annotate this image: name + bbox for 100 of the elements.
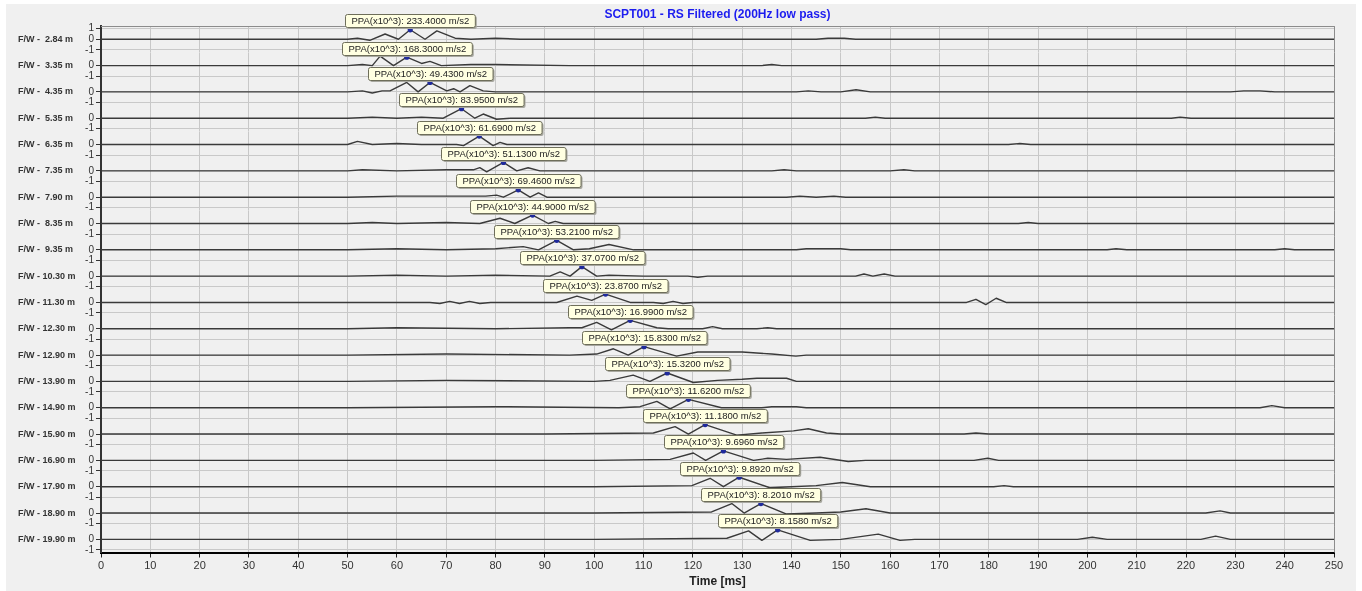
x-tick-label: 150 bbox=[831, 559, 850, 572]
y-axis-title: F/W - 7.90 m bbox=[18, 191, 74, 203]
x-tick-label: 220 bbox=[1176, 559, 1196, 572]
annotation: PPA(x10^3): 8.1580 m/s2 bbox=[724, 515, 832, 527]
y-tick-label: -1 bbox=[85, 175, 95, 187]
x-tick-label: 160 bbox=[880, 559, 900, 572]
x-tick-label: 180 bbox=[979, 559, 998, 572]
y-tick-label: 0 bbox=[88, 85, 95, 97]
y-axis-title: F/W - 8.35 m bbox=[18, 218, 74, 229]
y-axis-title: F/W - 18.90 m bbox=[18, 507, 76, 519]
y-tick-label: -1 bbox=[85, 96, 95, 108]
y-axis-title: F/W - 7.35 m bbox=[18, 165, 74, 177]
annotation: PPA(x10^3): 168.3000 m/s2 bbox=[348, 43, 467, 55]
x-tick-label: 50 bbox=[341, 559, 354, 572]
annotation: PPA(x10^3): 23.8700 m/s2 bbox=[549, 280, 663, 292]
x-tick-label: 170 bbox=[930, 559, 949, 572]
x-tick-label: 70 bbox=[440, 559, 453, 572]
annotation: PPA(x10^3): 51.1300 m/s2 bbox=[447, 148, 561, 160]
y-tick-label: -1 bbox=[85, 254, 95, 266]
x-tick-label: 130 bbox=[732, 559, 752, 572]
y-tick-label: 0 bbox=[88, 33, 95, 45]
y-tick-label: -1 bbox=[85, 280, 95, 292]
x-tick-label: 0 bbox=[97, 559, 105, 572]
x-tick-label: 200 bbox=[1078, 559, 1097, 572]
y-tick-label: 0 bbox=[88, 59, 95, 71]
y-tick-label: 0 bbox=[88, 533, 95, 545]
y-tick-label: 0 bbox=[88, 138, 95, 150]
y-tick-label: -1 bbox=[85, 517, 95, 529]
y-axis-title: F/W - 5.35 m bbox=[18, 112, 74, 124]
y-axis-title: F/W - 14.90 m bbox=[18, 402, 76, 414]
y-tick-label: 0 bbox=[88, 296, 95, 308]
y-tick-label: -1 bbox=[85, 69, 95, 81]
annotation: PPA(x10^3): 15.3200 m/s2 bbox=[611, 358, 725, 370]
y-tick-label: 0 bbox=[88, 164, 95, 176]
y-tick-label: -1 bbox=[85, 359, 95, 371]
y-tick-label: -1 bbox=[85, 438, 95, 450]
y-tick-label: -1 bbox=[85, 412, 95, 424]
annotation: PPA(x10^3): 8.2010 m/s2 bbox=[707, 489, 815, 501]
y-tick-label: 0 bbox=[88, 322, 95, 334]
x-tick-label: 100 bbox=[585, 559, 604, 572]
annotation: PPA(x10^3): 233.4000 m/s2 bbox=[351, 15, 470, 27]
annotation: PPA(x10^3): 11.1800 m/s2 bbox=[649, 410, 762, 422]
y-axis-title: F/W - 15.90 m bbox=[18, 428, 76, 440]
y-tick-label: 0 bbox=[88, 269, 95, 281]
annotation: PPA(x10^3): 44.9000 m/s2 bbox=[476, 201, 590, 213]
y-tick-label: 0 bbox=[88, 217, 95, 229]
y-tick-label: 0 bbox=[88, 480, 95, 492]
annotation: PPA(x10^3): 83.9500 m/s2 bbox=[405, 94, 519, 106]
y-tick-label: 0 bbox=[88, 454, 95, 466]
y-tick-label: 0 bbox=[88, 506, 95, 518]
y-axis-title: F/W - 9.35 m bbox=[18, 244, 74, 256]
annotation: PPA(x10^3): 69.4600 m/s2 bbox=[462, 175, 576, 187]
y-tick-label: -1 bbox=[85, 543, 95, 555]
annotation: PPA(x10^3): 49.4300 m/s2 bbox=[374, 68, 488, 80]
x-tick-label: 190 bbox=[1028, 559, 1048, 572]
x-tick-label: 240 bbox=[1275, 559, 1294, 572]
y-tick-label: -1 bbox=[85, 464, 95, 476]
y-tick-label: 0 bbox=[88, 375, 95, 387]
annotation: PPA(x10^3): 37.0700 m/s2 bbox=[526, 252, 640, 264]
x-axis-title: Time [ms] bbox=[689, 573, 746, 588]
y-axis-title: F/W - 10.30 m bbox=[18, 270, 76, 282]
y-tick-label: -1 bbox=[85, 122, 95, 134]
y-tick-label: -1 bbox=[85, 385, 95, 397]
y-axis-title: F/W - 19.90 m bbox=[18, 533, 76, 545]
y-tick-label: -1 bbox=[85, 227, 95, 239]
y-tick-label: 0 bbox=[88, 427, 95, 439]
x-tick-label: 120 bbox=[683, 559, 703, 572]
y-tick-label: 0 bbox=[88, 111, 95, 123]
annotation: PPA(x10^3): 53.2100 m/s2 bbox=[500, 226, 614, 238]
y-tick-label: -1 bbox=[85, 201, 95, 213]
y-axis-title: F/W - 11.30 m bbox=[18, 296, 76, 308]
y-axis-title: F/W - 2.84 m bbox=[18, 33, 74, 45]
x-tick-label: 250 bbox=[1324, 559, 1344, 572]
y-tick-label: -1 bbox=[85, 490, 95, 502]
x-tick-label: 60 bbox=[390, 559, 404, 572]
y-tick-label: 0 bbox=[88, 190, 95, 202]
x-tick-label: 80 bbox=[489, 559, 502, 572]
annotation: PPA(x10^3): 11.6200 m/s2 bbox=[632, 385, 745, 397]
y-axis-title: F/W - 16.90 m bbox=[18, 454, 76, 466]
annotation: PPA(x10^3): 61.6900 m/s2 bbox=[423, 122, 537, 134]
y-tick-label: 1 bbox=[88, 22, 95, 34]
x-tick-label: 20 bbox=[193, 559, 206, 572]
x-tick-label: 40 bbox=[292, 559, 305, 572]
y-tick-label: -1 bbox=[85, 148, 95, 160]
y-tick-label: -1 bbox=[85, 43, 95, 55]
annotation: PPA(x10^3): 9.8920 m/s2 bbox=[686, 463, 794, 475]
annotation: PPA(x10^3): 9.6960 m/s2 bbox=[670, 436, 778, 448]
y-tick-label: -1 bbox=[85, 306, 95, 318]
y-axis-title: F/W - 13.90 m bbox=[18, 375, 76, 387]
annotation: PPA(x10^3): 16.9900 m/s2 bbox=[574, 306, 688, 318]
x-tick-label: 10 bbox=[144, 559, 157, 572]
y-axis-title: F/W - 12.30 m bbox=[18, 323, 76, 335]
y-axis-title: F/W - 3.35 m bbox=[18, 60, 74, 72]
annotation: PPA(x10^3): 15.8300 m/s2 bbox=[588, 332, 702, 344]
y-tick-label: 0 bbox=[88, 348, 95, 360]
x-tick-label: 110 bbox=[634, 559, 653, 572]
x-tick-label: 90 bbox=[538, 559, 552, 572]
y-axis-title: F/W - 12.90 m bbox=[18, 349, 76, 361]
x-tick-label: 210 bbox=[1127, 559, 1146, 572]
y-axis-title: F/W - 17.90 m bbox=[18, 481, 76, 493]
